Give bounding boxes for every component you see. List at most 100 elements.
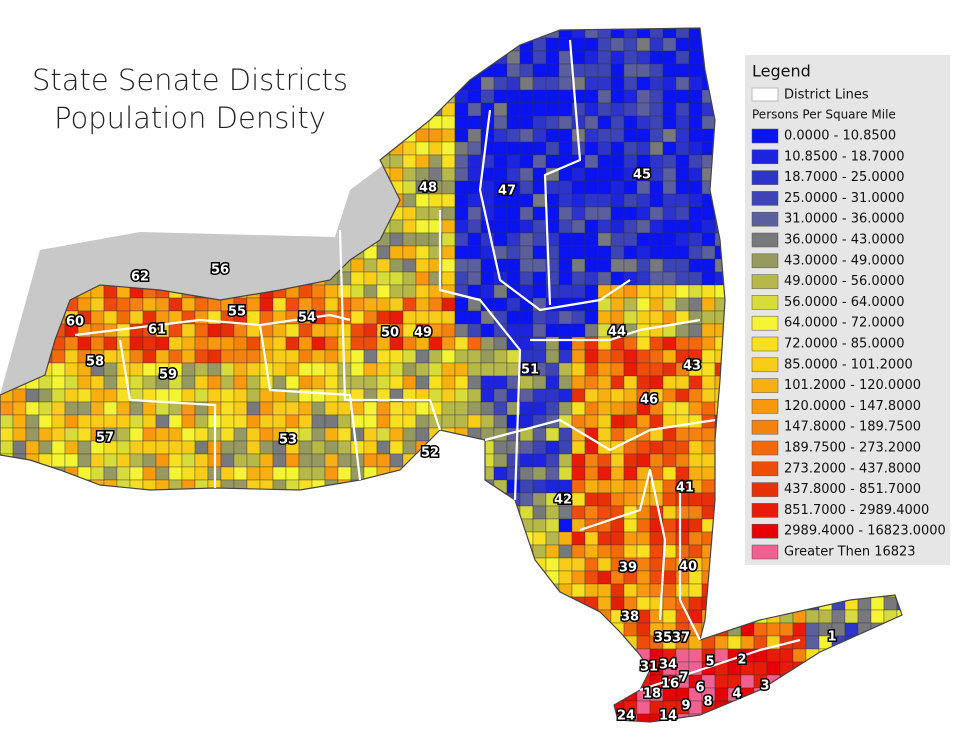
map-cell xyxy=(155,557,170,572)
map-cell xyxy=(116,297,131,312)
map-cell xyxy=(467,492,482,507)
map-cell xyxy=(168,648,183,663)
map-cell xyxy=(623,362,638,377)
map-cell xyxy=(636,453,651,468)
map-cell xyxy=(441,336,456,351)
map-cell xyxy=(675,583,690,598)
map-cell xyxy=(246,583,261,598)
map-cell xyxy=(819,727,832,740)
map-cell xyxy=(220,583,235,598)
map-cell xyxy=(350,518,365,533)
map-cell xyxy=(714,388,729,403)
map-cell xyxy=(142,583,157,598)
map-cell xyxy=(26,727,39,740)
map-cell xyxy=(675,141,690,156)
map-cell xyxy=(688,141,703,156)
map-cell xyxy=(675,63,690,78)
map-cell xyxy=(116,609,131,624)
map-cell xyxy=(64,193,79,208)
map-cell xyxy=(90,622,105,637)
map-cell xyxy=(181,297,196,312)
map-cell xyxy=(701,180,716,195)
map-cell xyxy=(0,310,14,325)
map-cell xyxy=(311,28,326,39)
map-cell xyxy=(662,245,677,260)
legend-swatch xyxy=(751,274,779,289)
legend-swatch xyxy=(751,357,779,373)
map-cell xyxy=(363,258,378,273)
map-cell xyxy=(532,505,547,520)
map-cell xyxy=(714,76,729,91)
map-cell xyxy=(649,531,664,546)
map-cell xyxy=(298,401,313,416)
map-cell xyxy=(207,518,222,533)
map-cell xyxy=(363,76,378,91)
map-cell xyxy=(428,661,443,676)
map-cell xyxy=(90,310,105,325)
map-cell xyxy=(649,141,664,156)
map-cell xyxy=(402,206,417,221)
map-cell xyxy=(103,284,118,299)
map-cell xyxy=(25,674,40,689)
map-cell xyxy=(727,271,742,286)
map-cell xyxy=(532,492,547,507)
map-cell xyxy=(12,245,27,260)
map-cell xyxy=(311,362,326,377)
map-cell xyxy=(52,727,65,740)
map-cell xyxy=(324,661,339,676)
map-cell xyxy=(259,674,274,689)
map-cell xyxy=(90,219,105,234)
map-cell xyxy=(662,50,677,65)
map-cell xyxy=(649,284,664,299)
map-cell xyxy=(273,727,286,740)
map-cell xyxy=(246,37,261,52)
map-cell xyxy=(662,388,677,403)
map-cell xyxy=(519,570,534,585)
map-cell xyxy=(454,466,469,481)
map-cell xyxy=(247,727,260,740)
map-cell xyxy=(701,154,716,169)
map-cell xyxy=(610,271,625,286)
map-cell xyxy=(649,89,664,104)
map-cell xyxy=(584,141,599,156)
map-cell xyxy=(298,349,313,364)
map-cell xyxy=(415,232,430,247)
map-cell xyxy=(389,531,404,546)
map-cell xyxy=(324,297,339,312)
map-cell xyxy=(714,713,729,722)
legend-label: 49.0000 - 56.0000 xyxy=(784,274,904,289)
map-cell xyxy=(753,713,768,722)
map-cell xyxy=(467,206,482,221)
map-cell xyxy=(597,687,612,702)
map-cell xyxy=(636,440,651,455)
map-cell xyxy=(324,349,339,364)
map-cell xyxy=(142,167,157,182)
map-cell xyxy=(246,440,261,455)
district-label: 51 xyxy=(521,363,539,378)
map-cell xyxy=(623,154,638,169)
map-cell xyxy=(363,115,378,130)
map-cell xyxy=(701,375,716,390)
district-label: 5 xyxy=(705,655,714,670)
map-cell xyxy=(519,63,534,78)
map-cell xyxy=(233,713,248,722)
map-cell xyxy=(467,479,482,494)
map-cell xyxy=(103,492,118,507)
map-cell xyxy=(376,349,391,364)
map-cell xyxy=(324,193,339,208)
map-cell xyxy=(207,648,222,663)
map-cell xyxy=(701,167,716,182)
map-cell xyxy=(429,727,442,740)
map-cell xyxy=(428,700,443,715)
map-cell xyxy=(233,193,248,208)
map-cell xyxy=(441,37,456,52)
map-cell xyxy=(805,28,820,39)
map-cell xyxy=(467,375,482,390)
map-cell xyxy=(194,440,209,455)
map-cell xyxy=(662,141,677,156)
map-cell xyxy=(350,28,365,39)
map-cell xyxy=(233,362,248,377)
map-cell xyxy=(194,154,209,169)
map-cell xyxy=(25,401,40,416)
map-cell xyxy=(571,635,586,650)
